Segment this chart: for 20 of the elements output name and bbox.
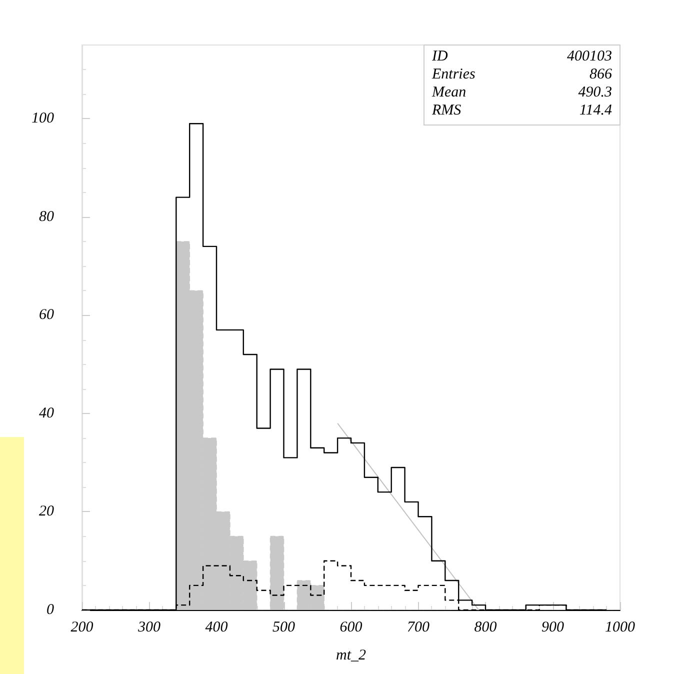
x-tick-label: 700 (407, 620, 430, 636)
y-tick-label: 20 (39, 504, 54, 520)
text: ID 400103 (432, 48, 612, 64)
text: Entries 866 (432, 66, 612, 82)
y-tick-label: 80 (39, 208, 54, 225)
y-tick-label: 0 (46, 602, 54, 618)
x-axis-title: mt_2 (336, 648, 366, 664)
x-tick-label: 500 (272, 620, 296, 636)
y-tick-label: 60 (39, 307, 54, 324)
x-tick-label: 200 (70, 620, 94, 636)
text: RMS 114.4 (432, 102, 612, 118)
x-tick-label: 800 (474, 620, 498, 636)
x-tick-label: 300 (137, 620, 161, 636)
x-tick-label: 1000 (605, 620, 636, 636)
y-tick-label: 100 (32, 110, 54, 127)
y-tick-label: 40 (39, 405, 54, 422)
text: Mean 490.3 (432, 84, 612, 100)
x-tick-label: 900 (542, 620, 564, 636)
x-tick-label: 600 (340, 620, 363, 636)
x-tick-label: 400 (205, 620, 228, 636)
